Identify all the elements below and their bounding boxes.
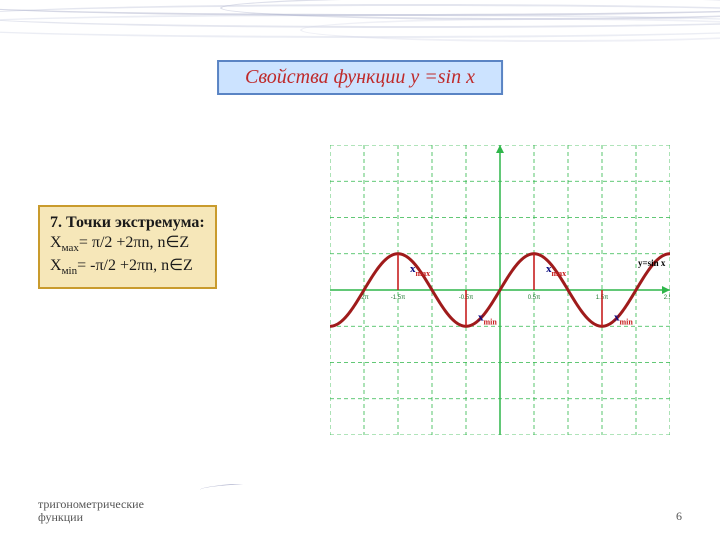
- svg-text:2.5π: 2.5π: [664, 295, 670, 301]
- title-text: Свойства функции y =sin x: [245, 66, 475, 88]
- svg-text:-1.5π: -1.5π: [391, 295, 405, 301]
- top-decoration: [0, 0, 720, 48]
- title-box: Свойства функции y =sin x: [217, 60, 503, 95]
- svg-text:xmax: xmax: [410, 263, 430, 278]
- info-line-1: 7. Точки экстремума:: [50, 213, 205, 233]
- bottom-decoration: [0, 484, 720, 490]
- slide: Свойства функции y =sin x 7. Точки экстр…: [0, 0, 720, 540]
- page-number: 6: [676, 509, 682, 524]
- svg-text:xmin: xmin: [614, 311, 633, 326]
- svg-text:y=sin x: y=sin x: [638, 258, 666, 268]
- svg-text:0.5π: 0.5π: [528, 295, 540, 301]
- sine-chart: -2π-1.5π-0.5π0.5π1.5π2.5πxmaxxmaxxminxmi…: [330, 145, 670, 435]
- svg-text:xmax: xmax: [546, 263, 566, 278]
- info-line-2: Xмах= π/2 +2πn, n∈Z: [50, 233, 205, 256]
- info-box: 7. Точки экстремума: Xмах= π/2 +2πn, n∈Z…: [38, 205, 217, 289]
- svg-text:xmin: xmin: [478, 311, 497, 326]
- footer-left: тригонометрическиефункции: [38, 498, 144, 524]
- info-line-3: Xмin= -π/2 +2πn, n∈Z: [50, 256, 205, 279]
